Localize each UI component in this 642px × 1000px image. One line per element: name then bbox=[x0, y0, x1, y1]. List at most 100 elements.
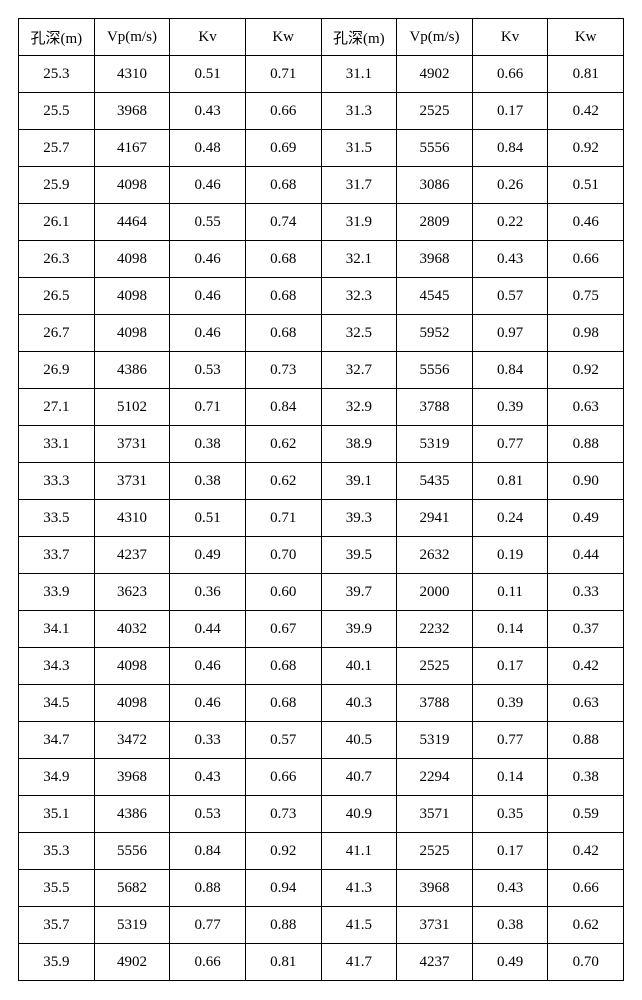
table-cell: 0.17 bbox=[472, 833, 548, 870]
table-cell: 0.81 bbox=[245, 944, 321, 981]
table-cell: 0.75 bbox=[548, 278, 624, 315]
table-row: 35.753190.770.8841.537310.380.62 bbox=[19, 907, 624, 944]
table-cell: 5319 bbox=[94, 907, 170, 944]
table-cell: 0.46 bbox=[170, 167, 246, 204]
table-cell: 33.9 bbox=[19, 574, 95, 611]
table-cell: 0.49 bbox=[170, 537, 246, 574]
table-cell: 34.7 bbox=[19, 722, 95, 759]
table-cell: 3086 bbox=[397, 167, 473, 204]
data-table: 孔深(m) Vp(m/s) Kv Kw 孔深(m) Vp(m/s) Kv Kw … bbox=[18, 18, 624, 981]
table-cell: 0.46 bbox=[548, 204, 624, 241]
table-cell: 40.9 bbox=[321, 796, 397, 833]
table-cell: 0.71 bbox=[170, 389, 246, 426]
table-cell: 0.84 bbox=[472, 352, 548, 389]
table-row: 25.940980.460.6831.730860.260.51 bbox=[19, 167, 624, 204]
table-cell: 0.46 bbox=[170, 648, 246, 685]
table-cell: 0.43 bbox=[170, 93, 246, 130]
table-row: 34.939680.430.6640.722940.140.38 bbox=[19, 759, 624, 796]
table-cell: 25.5 bbox=[19, 93, 95, 130]
table-cell: 40.1 bbox=[321, 648, 397, 685]
table-cell: 0.67 bbox=[245, 611, 321, 648]
table-cell: 0.92 bbox=[245, 833, 321, 870]
table-cell: 0.51 bbox=[170, 56, 246, 93]
table-cell: 0.46 bbox=[170, 315, 246, 352]
table-cell: 0.84 bbox=[472, 130, 548, 167]
table-row: 34.734720.330.5740.553190.770.88 bbox=[19, 722, 624, 759]
table-row: 25.741670.480.6931.555560.840.92 bbox=[19, 130, 624, 167]
table-cell: 0.60 bbox=[245, 574, 321, 611]
table-cell: 4098 bbox=[94, 685, 170, 722]
table-cell: 0.33 bbox=[548, 574, 624, 611]
table-cell: 3788 bbox=[397, 389, 473, 426]
table-cell: 0.68 bbox=[245, 241, 321, 278]
table-cell: 4545 bbox=[397, 278, 473, 315]
table-cell: 0.68 bbox=[245, 315, 321, 352]
table-cell: 2294 bbox=[397, 759, 473, 796]
table-cell: 3571 bbox=[397, 796, 473, 833]
table-cell: 0.17 bbox=[472, 648, 548, 685]
table-cell: 0.42 bbox=[548, 93, 624, 130]
table-cell: 25.9 bbox=[19, 167, 95, 204]
table-cell: 2525 bbox=[397, 93, 473, 130]
table-cell: 0.84 bbox=[245, 389, 321, 426]
table-cell: 0.51 bbox=[548, 167, 624, 204]
table-cell: 25.3 bbox=[19, 56, 95, 93]
table-cell: 25.7 bbox=[19, 130, 95, 167]
table-row: 26.740980.460.6832.559520.970.98 bbox=[19, 315, 624, 352]
table-cell: 2232 bbox=[397, 611, 473, 648]
table-row: 35.556820.880.9441.339680.430.66 bbox=[19, 870, 624, 907]
table-cell: 0.11 bbox=[472, 574, 548, 611]
header-row: 孔深(m) Vp(m/s) Kv Kw 孔深(m) Vp(m/s) Kv Kw bbox=[19, 19, 624, 56]
table-cell: 0.37 bbox=[548, 611, 624, 648]
table-cell: 3968 bbox=[397, 241, 473, 278]
table-cell: 0.73 bbox=[245, 352, 321, 389]
table-cell: 4902 bbox=[397, 56, 473, 93]
table-cell: 0.62 bbox=[245, 463, 321, 500]
table-cell: 26.7 bbox=[19, 315, 95, 352]
table-cell: 0.44 bbox=[170, 611, 246, 648]
table-cell: 0.92 bbox=[548, 352, 624, 389]
table-cell: 0.88 bbox=[245, 907, 321, 944]
table-row: 35.949020.660.8141.742370.490.70 bbox=[19, 944, 624, 981]
table-cell: 4310 bbox=[94, 56, 170, 93]
table-cell: 38.9 bbox=[321, 426, 397, 463]
table-row: 25.539680.430.6631.325250.170.42 bbox=[19, 93, 624, 130]
table-cell: 0.66 bbox=[245, 93, 321, 130]
table-cell: 0.46 bbox=[170, 278, 246, 315]
table-cell: 0.17 bbox=[472, 93, 548, 130]
col-depth-2: 孔深(m) bbox=[321, 19, 397, 56]
table-cell: 0.55 bbox=[170, 204, 246, 241]
table-cell: 0.14 bbox=[472, 759, 548, 796]
table-cell: 0.24 bbox=[472, 500, 548, 537]
table-cell: 0.81 bbox=[548, 56, 624, 93]
table-row: 27.151020.710.8432.937880.390.63 bbox=[19, 389, 624, 426]
table-cell: 0.43 bbox=[170, 759, 246, 796]
table-cell: 4386 bbox=[94, 352, 170, 389]
table-row: 26.340980.460.6832.139680.430.66 bbox=[19, 241, 624, 278]
table-cell: 35.5 bbox=[19, 870, 95, 907]
table-row: 26.943860.530.7332.755560.840.92 bbox=[19, 352, 624, 389]
table-cell: 0.69 bbox=[245, 130, 321, 167]
table-cell: 0.42 bbox=[548, 648, 624, 685]
table-cell: 0.49 bbox=[472, 944, 548, 981]
table-cell: 4386 bbox=[94, 796, 170, 833]
table-cell: 4098 bbox=[94, 167, 170, 204]
table-cell: 33.3 bbox=[19, 463, 95, 500]
table-row: 34.540980.460.6840.337880.390.63 bbox=[19, 685, 624, 722]
table-cell: 34.1 bbox=[19, 611, 95, 648]
table-cell: 0.44 bbox=[548, 537, 624, 574]
table-cell: 0.62 bbox=[548, 907, 624, 944]
table-cell: 31.9 bbox=[321, 204, 397, 241]
table-cell: 0.88 bbox=[170, 870, 246, 907]
table-cell: 0.84 bbox=[170, 833, 246, 870]
table-cell: 0.63 bbox=[548, 389, 624, 426]
table-row: 34.340980.460.6840.125250.170.42 bbox=[19, 648, 624, 685]
table-cell: 39.3 bbox=[321, 500, 397, 537]
table-cell: 4237 bbox=[94, 537, 170, 574]
table-cell: 2000 bbox=[397, 574, 473, 611]
table-cell: 40.7 bbox=[321, 759, 397, 796]
table-cell: 5319 bbox=[397, 426, 473, 463]
table-cell: 40.5 bbox=[321, 722, 397, 759]
table-cell: 0.39 bbox=[472, 389, 548, 426]
table-cell: 32.1 bbox=[321, 241, 397, 278]
